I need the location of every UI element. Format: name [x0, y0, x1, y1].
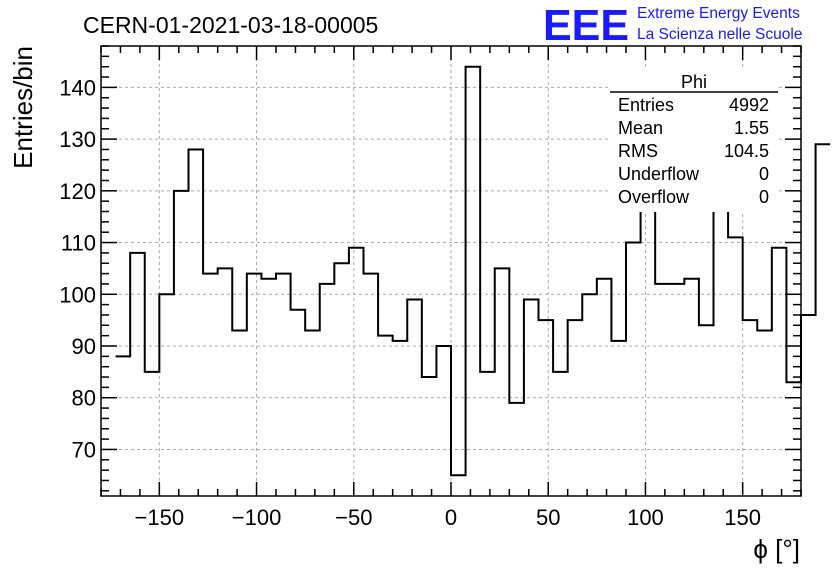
x-axis-title: ϕ [°]: [753, 534, 800, 564]
stats-box-background: [610, 70, 778, 212]
y-tick-label: 120: [59, 179, 96, 204]
y-tick-label: 80: [72, 386, 96, 411]
x-tick-label: 150: [724, 505, 761, 530]
y-tick-label: 130: [59, 127, 96, 152]
y-tick-label: 100: [59, 282, 96, 307]
logo-line-1: Extreme Energy Events: [637, 5, 800, 22]
stats-box-title: Phi: [681, 72, 707, 92]
stats-box: Phi Entries 4992 Mean 1.55 RMS 104.5 Underflow…: [610, 70, 778, 212]
stats-label: Entries: [618, 95, 674, 115]
x-tick-label: −150: [135, 505, 185, 530]
stats-value: 0: [759, 187, 769, 207]
histogram-line: [115, 65, 831, 477]
chart-title: CERN-01-2021-03-18-00005: [83, 12, 378, 38]
stats-label: RMS: [618, 141, 658, 161]
axis-ticks: [100, 45, 802, 496]
x-tick-label: 50: [536, 505, 560, 530]
y-axis-title: Entries/bin: [8, 46, 38, 169]
x-tick-label: 0: [445, 505, 457, 530]
stats-rows: Entries 4992 Mean 1.55 RMS 104.5 Underflow 0 Ove…: [618, 95, 769, 207]
stats-value: 1.55: [734, 118, 769, 138]
stats-label: Mean: [618, 118, 663, 138]
y-tick-label: 90: [72, 334, 96, 359]
eee-logo-mark: EEE: [543, 1, 629, 50]
stats-value: 4992: [729, 95, 769, 115]
stats-value: 0: [759, 164, 769, 184]
y-tick-label: 70: [72, 437, 96, 462]
y-tick-label: 110: [61, 231, 96, 256]
stats-value: 104.5: [724, 141, 769, 161]
logo-line-2: La Scienza nelle Scuole: [637, 26, 802, 43]
stats-label: Overflow: [618, 187, 690, 207]
x-tick-label: 100: [627, 505, 664, 530]
x-tick-label: −100: [232, 505, 282, 530]
x-tick-labels: −150 −100 −50 0 50 100 150: [135, 505, 761, 530]
stats-label: Underflow: [618, 164, 700, 184]
y-tick-labels: 70 80 90 100 110 120 130 140: [59, 75, 96, 462]
y-tick-label: 140: [59, 75, 96, 100]
x-tick-label: −50: [335, 505, 372, 530]
